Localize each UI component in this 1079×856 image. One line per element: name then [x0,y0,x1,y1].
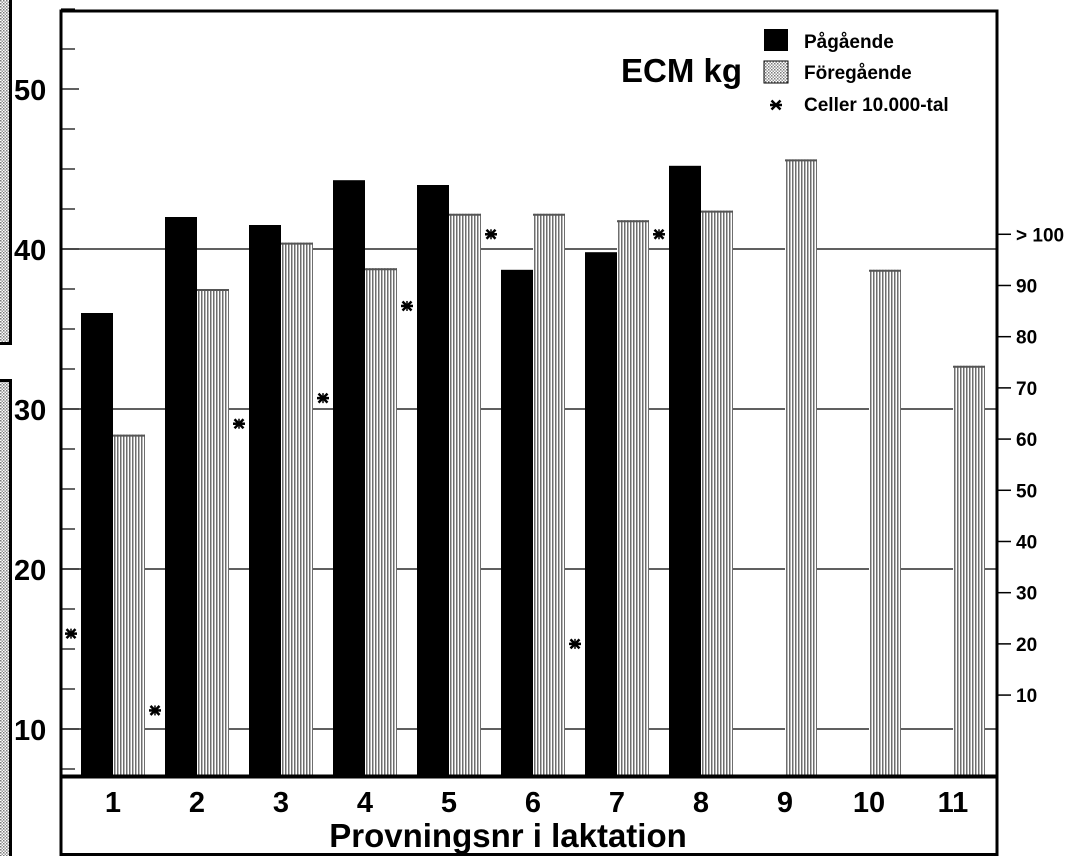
right-tick-label: 50 [1016,481,1037,502]
right-axis-labels: 10 20 30 40 50 60 70 80 90 > 100 [1016,225,1064,707]
legend-label-foregaende: Föregående [804,63,912,84]
x-axis-title: Provningsnr i laktation [329,817,687,854]
x-tick-label: 3 [273,787,289,819]
x-tick-label: 8 [693,787,709,819]
cell-count-marker [401,300,413,312]
bar-foregaende [701,210,733,778]
legend-swatch-pagaende [764,29,788,51]
legend-label-celler: Celler 10.000-tal [804,95,949,116]
right-tick-label: > 100 [1016,225,1064,246]
cell-count-marker [233,418,245,430]
bar-foregaende [533,213,565,778]
legend-marker-celler [770,99,782,111]
bar-pagaende [81,313,113,777]
cell-count-marker [653,228,665,240]
bar-foregaende [617,220,649,777]
x-tick-label: 5 [441,787,457,819]
left-axis-ticks [61,8,79,770]
right-tick-label: 30 [1016,584,1037,605]
cell-count-markers [65,228,665,716]
right-tick-label: 80 [1016,328,1037,349]
x-tick-label: 7 [609,787,625,819]
legend: Pågående Föregående Celler 10.000-tal [763,29,949,116]
bar-pagaende [165,217,197,777]
right-tick-label: 20 [1016,635,1037,656]
bar-pagaende [501,269,533,777]
x-tick-label: 9 [777,787,793,819]
legend-swatch-foregaende [763,60,789,84]
cell-count-marker [149,705,161,716]
bar-pagaende [669,165,701,778]
left-tick-label: 40 [14,235,46,267]
bar-foregaende [113,434,145,777]
right-tick-label: 70 [1016,379,1037,400]
left-axis-labels: 10 20 30 40 50 [14,75,46,747]
cell-count-marker [485,228,497,240]
cell-count-marker [65,628,77,640]
bar-foregaende [953,365,985,777]
left-tick-label: 10 [14,715,46,747]
x-tick-label: 11 [938,787,969,819]
left-tick-label: 30 [14,395,46,427]
x-tick-label: 10 [853,787,885,819]
left-tick-label: 50 [14,75,46,107]
right-axis-ticks [997,233,1011,696]
bar-pagaende [333,180,365,777]
x-tick-label: 4 [357,787,373,819]
bar-pagaende [417,185,449,777]
bar-foregaende [785,159,817,777]
x-tick-label: 2 [189,787,205,819]
cell-count-marker [317,392,329,404]
chart-title: ECM kg [621,52,742,89]
x-tick-label: 1 [105,787,121,819]
x-axis-labels: 1 2 3 4 5 6 7 8 9 10 11 [105,787,968,819]
legend-label-pagaende: Pågående [804,32,894,53]
right-tick-label: 10 [1016,686,1037,707]
right-tick-label: 40 [1016,532,1037,553]
right-tick-label: 90 [1016,276,1037,297]
right-tick-label: 60 [1016,430,1037,451]
side-panel-bottom [0,379,12,856]
bar-foregaende [365,268,397,777]
bar-foregaende [869,269,901,777]
left-tick-label: 20 [14,555,46,587]
bar-foregaende [197,289,229,777]
bar-foregaende [281,242,313,778]
bar-pagaende [249,225,281,777]
x-tick-label: 6 [525,787,541,819]
side-panel-top [0,0,12,345]
bar-foregaende [449,213,481,778]
bars [81,159,985,778]
cell-count-marker [569,638,581,650]
bar-pagaende [585,252,617,777]
